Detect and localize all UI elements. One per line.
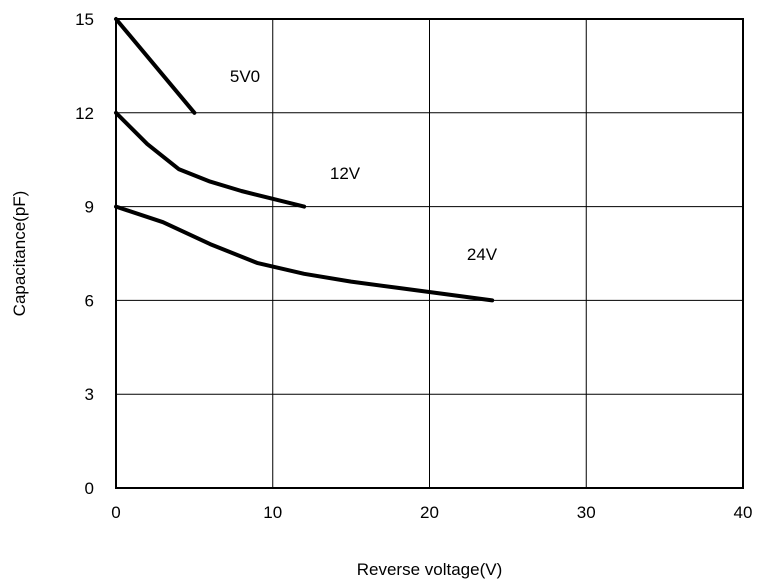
grid-lines <box>115 18 744 489</box>
series-line-24v <box>114 204 495 303</box>
x-axis-ticks: 0 10 20 30 40 <box>111 503 752 522</box>
series-line-12v <box>114 110 307 209</box>
x-tick-label: 10 <box>263 503 282 522</box>
y-tick-label: 15 <box>75 10 94 29</box>
x-axis-label: Reverse voltage(V) <box>357 560 503 579</box>
y-tick-label: 12 <box>75 104 94 123</box>
y-tick-label: 6 <box>85 291 94 310</box>
y-axis-ticks: 0 3 6 9 12 15 <box>75 10 94 498</box>
series-annotations: 5V0 12V 24V <box>220 64 498 264</box>
series-label-12v: 12V <box>330 164 361 183</box>
series-label-24v: 24V <box>467 245 498 264</box>
x-tick-label: 0 <box>111 503 120 522</box>
series-line-5v0 <box>114 17 197 115</box>
x-tick-label: 30 <box>577 503 596 522</box>
y-tick-label: 0 <box>85 479 94 498</box>
x-tick-label: 40 <box>734 503 753 522</box>
plot-area-frame <box>115 18 744 489</box>
series-label-5v0: 5V0 <box>230 67 260 86</box>
annotation-background <box>220 64 270 90</box>
series-layer <box>114 17 495 303</box>
x-tick-label: 20 <box>420 503 439 522</box>
y-tick-label: 9 <box>85 198 94 217</box>
y-axis-label: Capacitance(pF) <box>10 191 29 317</box>
y-tick-label: 3 <box>85 385 94 404</box>
